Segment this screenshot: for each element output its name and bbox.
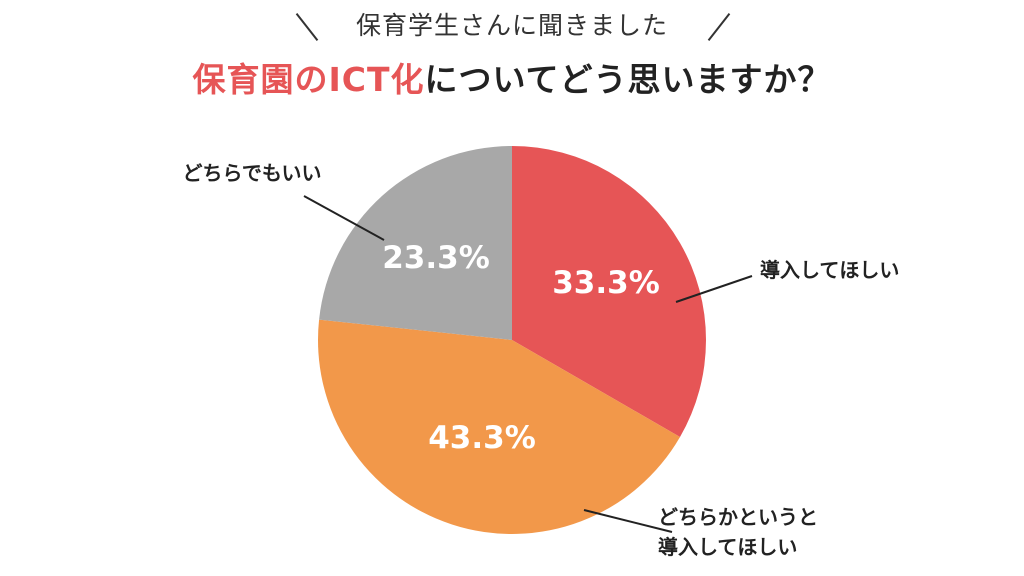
leader-line-3 — [303, 195, 385, 241]
survey-subtitle: 保育学生さんに聞きました — [355, 11, 668, 40]
pie-slice-3 — [319, 146, 512, 340]
chart-title: 保育園のICT化についてどう思いますか？ — [0, 56, 1024, 104]
category-label-2-line-1: どちらかというと — [658, 505, 818, 529]
chart-title-accent: 保育園のICT化 — [192, 60, 425, 99]
leader-line-1 — [675, 275, 753, 303]
chart-title-rest: についてどう思いますか？ — [424, 60, 832, 99]
pie-slice-2 — [318, 319, 681, 534]
category-label-3: どちらでもいい — [183, 161, 322, 185]
category-label-1-line-1: 導入してほしい — [760, 258, 899, 282]
slice-value-label-2: 43.3% — [428, 420, 536, 456]
leader-line-2 — [583, 509, 673, 533]
slice-value-label-3: 23.3% — [382, 240, 490, 276]
subtitle-row: 保育学生さんに聞きました — [0, 6, 1024, 46]
category-label-3-line-1: どちらでもいい — [183, 161, 322, 185]
slice-value-label-1: 33.3% — [552, 265, 660, 301]
category-label-2-line-2: 導入してほしい — [658, 535, 797, 559]
pie-slice-1 — [512, 146, 707, 437]
category-label-1: 導入してほしい — [760, 258, 899, 282]
